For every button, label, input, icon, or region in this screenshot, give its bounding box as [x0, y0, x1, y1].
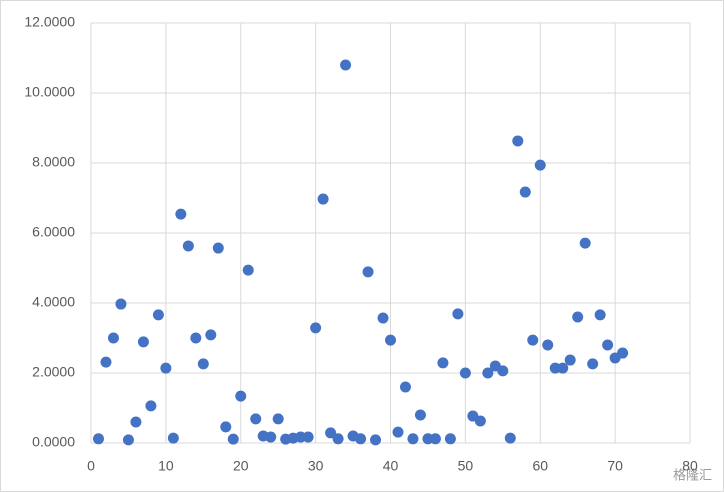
point: [115, 298, 127, 310]
point: [160, 362, 172, 374]
point: [242, 264, 254, 276]
point: [519, 186, 531, 198]
point: [429, 433, 441, 445]
x-tick-label: 10: [158, 458, 174, 474]
point: [527, 334, 539, 346]
point: [100, 356, 112, 368]
y-tick-label: 4.0000: [32, 294, 75, 310]
point: [362, 266, 374, 278]
point: [310, 322, 322, 334]
point: [370, 434, 382, 446]
y-tick-label: 12.0000: [24, 14, 75, 30]
point: [130, 416, 142, 428]
point: [220, 421, 232, 433]
x-tick-label: 0: [87, 458, 95, 474]
point: [205, 329, 217, 341]
point: [92, 433, 104, 445]
point: [317, 193, 329, 205]
x-tick-label: 20: [233, 458, 249, 474]
point: [332, 433, 344, 445]
point: [579, 237, 591, 249]
point: [122, 434, 134, 446]
point: [355, 433, 367, 445]
point: [504, 432, 516, 444]
point: [250, 413, 262, 425]
y-tick-label: 0.0000: [32, 434, 75, 450]
point: [107, 332, 119, 344]
point: [407, 433, 419, 445]
point: [557, 362, 569, 374]
point: [399, 381, 411, 393]
point: [474, 415, 486, 427]
watermark: 格隆汇: [673, 467, 712, 482]
point: [265, 431, 277, 443]
point: [175, 208, 187, 220]
point: [587, 358, 599, 370]
x-tick-label: 80: [682, 458, 698, 474]
point: [325, 427, 337, 439]
x-tick-label: 40: [383, 458, 399, 474]
point: [542, 339, 554, 351]
point: [594, 309, 606, 321]
point: [152, 309, 164, 321]
point: [392, 426, 404, 438]
point: [437, 357, 449, 369]
point: [190, 332, 202, 344]
point: [564, 354, 576, 366]
point: [452, 308, 464, 320]
point: [235, 390, 247, 402]
point: [534, 159, 546, 171]
point: [182, 240, 194, 252]
point: [414, 409, 426, 421]
point: [459, 367, 471, 379]
point: [197, 358, 209, 370]
point: [212, 242, 224, 254]
x-tick-label: 70: [607, 458, 623, 474]
point: [145, 400, 157, 412]
x-tick-label: 60: [532, 458, 548, 474]
point: [602, 339, 614, 351]
point: [385, 334, 396, 346]
y-tick-label: 8.0000: [32, 154, 75, 170]
point: [512, 135, 524, 147]
point: [497, 365, 509, 377]
point: [617, 347, 629, 359]
y-tick-label: 2.0000: [32, 364, 75, 380]
point: [377, 312, 389, 324]
point: [167, 432, 179, 444]
y-tick-label: 10.0000: [24, 84, 75, 100]
point: [340, 59, 352, 71]
point: [272, 413, 284, 425]
point: [302, 431, 314, 443]
point: [482, 367, 494, 379]
x-tick-label: 50: [458, 458, 474, 474]
point: [227, 433, 239, 445]
point: [137, 336, 149, 348]
point: [572, 311, 584, 323]
y-tick-label: 6.0000: [32, 224, 75, 240]
x-tick-label: 30: [308, 458, 324, 474]
point: [444, 433, 456, 445]
